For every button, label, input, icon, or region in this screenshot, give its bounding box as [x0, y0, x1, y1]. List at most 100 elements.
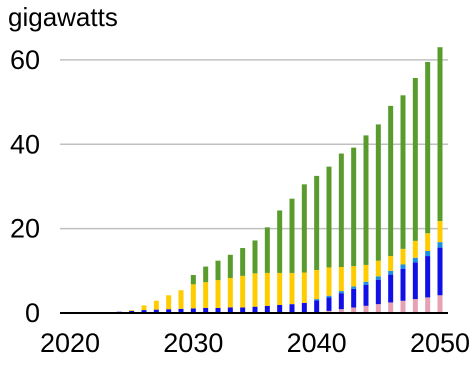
bar-segment	[412, 257, 418, 263]
bar-segment	[351, 288, 357, 308]
bar-segment	[215, 260, 221, 281]
bar-segment	[326, 267, 332, 296]
bar-segment	[437, 221, 443, 243]
bar-segment	[338, 267, 344, 292]
bar-segment	[240, 307, 246, 313]
bar-segment	[141, 305, 147, 311]
bar-segment	[252, 240, 258, 274]
bar-segment	[425, 61, 431, 234]
bar-segment	[203, 266, 209, 283]
bar-segment	[178, 290, 184, 309]
bar-segment	[338, 291, 344, 294]
bar-segment	[301, 302, 307, 314]
bar-segment	[412, 78, 418, 241]
bar-segment	[388, 302, 394, 313]
bar-segment	[289, 304, 295, 313]
bar-segment	[240, 275, 246, 308]
bar-segment	[289, 272, 295, 305]
bar-segment	[227, 307, 233, 313]
bar-segment	[388, 274, 394, 303]
bar-segment	[338, 293, 344, 310]
x-tick-label: 2020	[40, 328, 100, 358]
bar-segment	[277, 304, 283, 313]
bar-segment	[153, 309, 159, 314]
y-tick-labels: 0 20 40 60	[10, 45, 40, 328]
bar-segment	[388, 270, 394, 275]
bar-segment	[215, 280, 221, 308]
bar-segment	[141, 310, 147, 313]
bar-segment	[375, 279, 381, 305]
bar-segment	[252, 306, 258, 313]
bar-segment	[326, 310, 332, 313]
bar-segment	[277, 272, 283, 305]
bar-segment	[166, 295, 172, 310]
bar-segment	[314, 269, 320, 300]
bar-segment	[178, 308, 184, 313]
bar-segment	[264, 227, 270, 273]
bar-segment	[314, 175, 320, 270]
x-tick-label: 2040	[287, 328, 347, 358]
bar-segment	[166, 309, 172, 313]
bar-segment	[252, 273, 258, 307]
bar-segment	[215, 307, 221, 313]
bars	[116, 47, 443, 314]
bar-segment	[400, 95, 406, 249]
y-axis-label: gigawatts	[8, 2, 118, 32]
bar-segment	[437, 295, 443, 313]
bar-segment	[190, 308, 196, 313]
bar-segment	[425, 256, 431, 298]
y-tick-label: 40	[10, 129, 40, 159]
bar-segment	[363, 135, 369, 265]
bar-segment	[351, 307, 357, 313]
x-tick-label: 2050	[410, 328, 470, 358]
bar-segment	[437, 47, 443, 222]
bar-segment	[338, 153, 344, 268]
bar-segment	[400, 300, 406, 313]
bar-segment	[326, 295, 332, 298]
y-tick-label: 20	[10, 214, 40, 244]
bar-segment	[363, 305, 369, 313]
bar-segment	[301, 184, 307, 273]
bar-segment	[190, 284, 196, 309]
bar-segment	[425, 250, 431, 257]
bar-segment	[351, 147, 357, 267]
bar-segment	[338, 309, 344, 313]
bar-segment	[289, 198, 295, 273]
bar-segment	[437, 247, 443, 296]
bar-segment	[301, 272, 307, 303]
bar-segment	[412, 262, 418, 300]
bar-segment	[375, 260, 381, 277]
bar-segment	[351, 286, 357, 289]
bar-segment	[203, 307, 209, 313]
x-tick-label: 2030	[163, 328, 223, 358]
bar-segment	[153, 300, 159, 310]
bar-segment	[412, 240, 418, 258]
bar-segment	[326, 166, 332, 268]
bar-segment	[425, 297, 431, 313]
bar-segment	[227, 277, 233, 308]
bar-segment	[314, 299, 320, 301]
bar-segment	[363, 281, 369, 285]
bar-segment	[400, 268, 406, 301]
bar-segment	[277, 210, 283, 273]
bar-segment	[264, 272, 270, 306]
bar-segment	[400, 264, 406, 269]
bar-segment	[375, 276, 381, 280]
bar-segment	[326, 297, 332, 311]
bar-segment	[375, 304, 381, 313]
bar-segment	[363, 264, 369, 282]
bar-segment	[203, 282, 209, 308]
bar-segment	[388, 256, 394, 271]
bar-segment	[351, 266, 357, 287]
bar-segment	[375, 124, 381, 261]
bar-segment	[412, 299, 418, 313]
bar-segment	[264, 305, 270, 313]
bar-segment	[129, 310, 135, 311]
bar-segment	[363, 284, 369, 306]
bar-segment	[400, 248, 406, 265]
bar-segment	[314, 300, 320, 313]
bar-segment	[388, 105, 394, 257]
bar-segment	[227, 254, 233, 278]
bar-segment	[240, 248, 246, 276]
